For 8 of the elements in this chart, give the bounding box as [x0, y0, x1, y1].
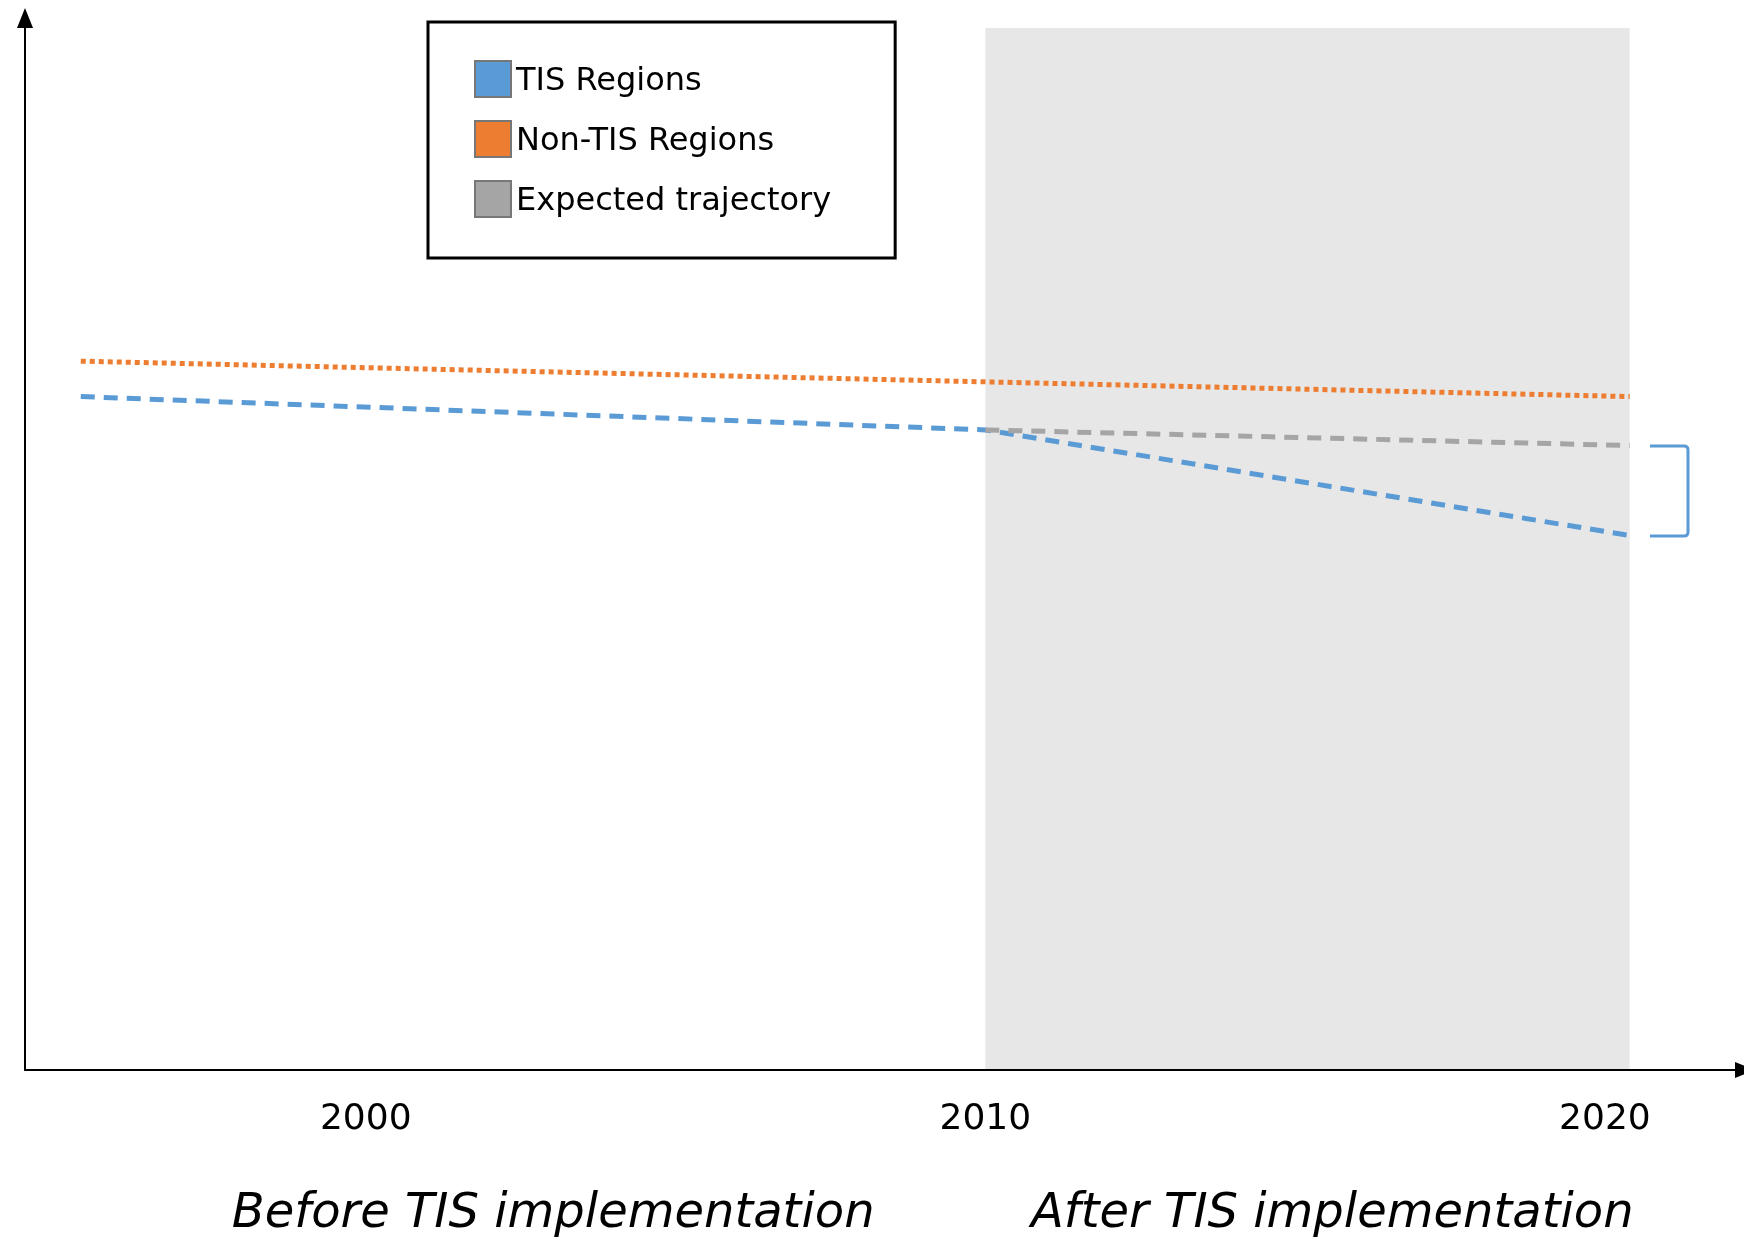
- legend-label: Expected trajectory: [516, 180, 832, 218]
- text: After TIS implementation: [1027, 1182, 1634, 1238]
- x-tick-label: 2020: [1559, 1095, 1651, 1137]
- legend-label: Non-TIS Regions: [516, 120, 775, 158]
- legend-label: TIS Regions: [515, 60, 702, 98]
- x-tick-label: 2010: [939, 1095, 1032, 1137]
- x-tick-label: 2000: [319, 1095, 412, 1137]
- text: Before TIS implementation: [231, 1182, 875, 1238]
